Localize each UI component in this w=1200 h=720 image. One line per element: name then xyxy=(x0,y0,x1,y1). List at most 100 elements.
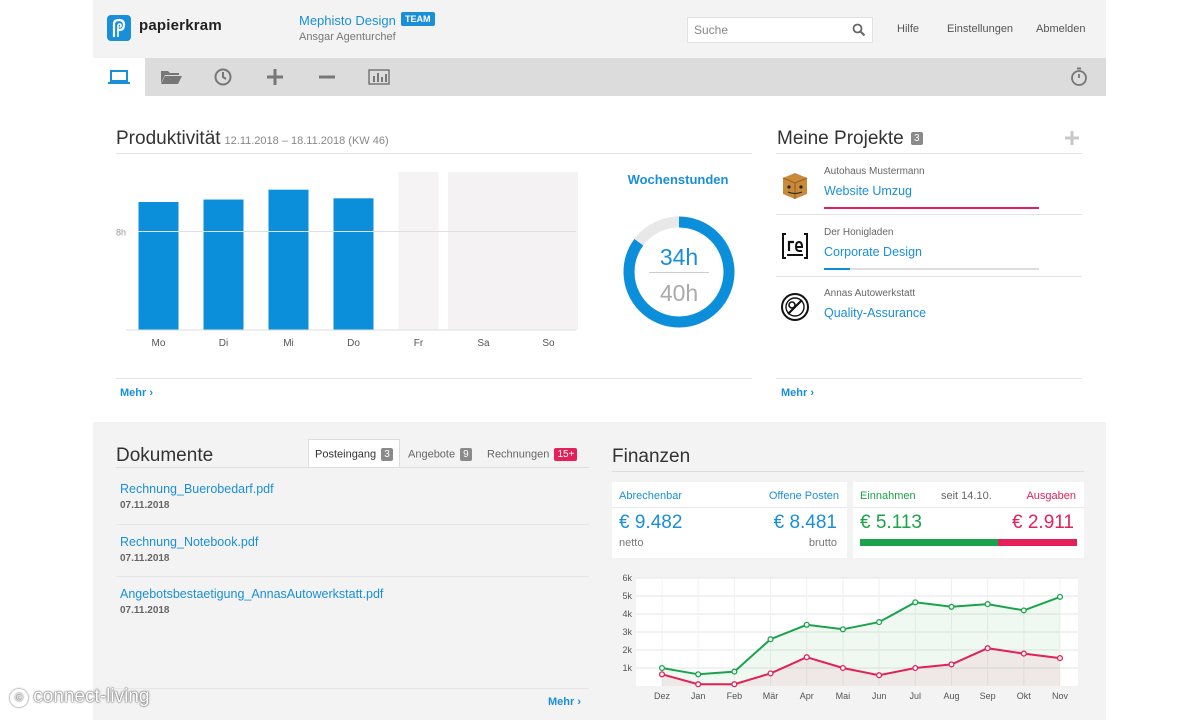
project-progress-bar xyxy=(824,207,1039,209)
billable-card[interactable]: Abrechenbar Offene Posten € 9.482 € 8.48… xyxy=(612,482,847,558)
open-items-note: brutto xyxy=(808,537,837,549)
brand-name[interactable]: papierkram xyxy=(139,17,222,34)
projects-title: Meine Projekte xyxy=(777,128,904,149)
document-name[interactable]: Rechnung_Buerobedarf.pdf xyxy=(120,482,274,496)
productivity-divider xyxy=(116,153,752,154)
document-name[interactable]: Angebotsbestaetigung_AnnasAutowerkstatt.… xyxy=(120,587,384,601)
stopwatch-icon xyxy=(1071,67,1087,86)
tab-count-badge: 3 xyxy=(381,448,393,461)
tab-stopwatch[interactable] xyxy=(1053,58,1105,96)
productivity-footer-divider xyxy=(116,378,752,379)
finance-divider xyxy=(612,471,1084,472)
x-tick-label: Mär xyxy=(763,691,779,701)
cardboard-box-icon xyxy=(782,173,808,199)
laptop-icon xyxy=(108,70,130,84)
project-client: Annas Autowerkstatt xyxy=(824,288,916,299)
organization-name[interactable]: Mephisto Design xyxy=(299,13,396,28)
document-item[interactable]: Rechnung_Buerobedarf.pdf 07.11.2018 xyxy=(120,482,274,511)
since-label: seit 14.10. xyxy=(941,490,992,502)
x-tick-label: Fr xyxy=(414,338,424,349)
document-date: 07.11.2018 xyxy=(120,500,170,511)
bar-mo xyxy=(138,202,179,330)
document-name[interactable]: Rechnung_Notebook.pdf xyxy=(120,535,259,549)
search-box xyxy=(687,17,873,43)
card-divider xyxy=(612,507,847,508)
project-name[interactable]: Corporate Design xyxy=(824,245,922,259)
tab-rechnungen[interactable]: Rechnungen 15+ xyxy=(481,440,583,468)
tab-posteingang[interactable]: Posteingang 3 xyxy=(308,439,400,467)
project-client: Autohaus Mustermann xyxy=(824,166,925,177)
tab-label: Posteingang xyxy=(315,448,377,461)
minus-icon xyxy=(319,75,335,79)
user-name: Ansgar Agenturchef xyxy=(299,31,396,43)
search-icon[interactable] xyxy=(852,23,866,37)
project-progress-fill xyxy=(824,268,850,270)
projects-count-badge: 3 xyxy=(911,132,923,146)
document-item[interactable]: Angebotsbestaetigung_AnnasAutowerkstatt.… xyxy=(120,587,383,616)
series-point-1 xyxy=(876,672,883,679)
y-tick-label: 6k xyxy=(622,573,632,583)
tab-documents[interactable] xyxy=(145,58,197,96)
papierkram-logo-icon[interactable] xyxy=(107,15,131,41)
project-name[interactable]: Website Umzug xyxy=(824,184,912,198)
watermark: © connect-living xyxy=(10,686,149,708)
series-point-0 xyxy=(695,671,702,678)
help-link[interactable]: Hilfe xyxy=(897,23,920,35)
x-tick-label: Feb xyxy=(727,691,743,701)
tab-label: Rechnungen xyxy=(487,448,550,461)
x-tick-label: Mo xyxy=(152,338,166,349)
series-point-0 xyxy=(658,664,666,672)
empty-bar-fr xyxy=(398,172,439,330)
income-label: Einnahmen xyxy=(860,490,916,502)
series-point-0 xyxy=(803,621,810,628)
app-window: papierkram Mephisto Design TEAM Ansgar A… xyxy=(93,0,1106,720)
tab-time-tracking[interactable] xyxy=(197,58,249,96)
workshop-logo-icon xyxy=(781,293,809,321)
tab-reports[interactable] xyxy=(353,58,405,96)
series-point-0 xyxy=(1020,607,1027,614)
series-line-0 xyxy=(661,595,1061,676)
add-project-icon[interactable] xyxy=(1065,131,1079,145)
series-point-0 xyxy=(731,668,738,675)
series-point-0 xyxy=(1056,593,1064,600)
documents-more-link[interactable]: Mehr › xyxy=(548,696,581,708)
projects-more-link[interactable]: Mehr › xyxy=(781,387,814,399)
document-item[interactable]: Rechnung_Notebook.pdf 07.11.2018 xyxy=(120,535,258,564)
project-name[interactable]: Quality-Assurance xyxy=(824,306,927,320)
y-tick-label: 2k xyxy=(622,645,632,655)
tab-expenses[interactable] xyxy=(301,58,353,96)
billable-note: netto xyxy=(619,537,644,549)
billable-label: Abrechenbar xyxy=(619,490,682,502)
empty-bar-so xyxy=(528,172,569,330)
settings-link[interactable]: Einstellungen xyxy=(947,23,1014,35)
income-expense-card[interactable]: Einnahmen seit 14.10. Ausgaben € 5.113 €… xyxy=(853,482,1084,558)
document-date: 07.11.2018 xyxy=(120,605,170,616)
income-share-fill xyxy=(860,539,999,546)
tab-dashboard[interactable] xyxy=(93,58,145,96)
y-tick-label: 3k xyxy=(622,627,632,637)
search-input[interactable] xyxy=(688,18,838,42)
main-toolbar xyxy=(93,58,1106,96)
open-items-label: Offene Posten xyxy=(768,490,839,502)
projects-heading: Meine Projekte 3 xyxy=(777,128,923,150)
tab-income[interactable] xyxy=(249,58,301,96)
series-point-0 xyxy=(876,619,883,626)
x-tick-label: Mai xyxy=(836,691,851,701)
x-tick-label: Sep xyxy=(980,691,996,701)
expense-label: Ausgaben xyxy=(1026,490,1076,502)
bar-mi xyxy=(268,189,309,330)
y-tick-label: 1k xyxy=(622,663,632,673)
project-item[interactable]: Der Honigladen Corporate Design xyxy=(776,223,1082,283)
logout-link[interactable]: Abmelden xyxy=(1036,23,1086,35)
tab-angebote[interactable]: Angebote 9 xyxy=(402,440,478,468)
project-progress-bar xyxy=(824,268,1039,270)
x-tick-label: Aug xyxy=(943,691,959,701)
tab-label: Angebote xyxy=(408,448,456,461)
project-item[interactable]: Annas Autowerkstatt Quality-Assurance xyxy=(776,284,1082,344)
productivity-more-link[interactable]: Mehr › xyxy=(120,387,153,399)
x-tick-label: So xyxy=(542,338,555,349)
documents-title: Dokumente xyxy=(116,445,214,466)
project-item[interactable]: Autohaus Mustermann Website Umzug xyxy=(776,162,1082,222)
bar-do xyxy=(333,198,374,330)
empty-bar-sa xyxy=(463,172,504,330)
